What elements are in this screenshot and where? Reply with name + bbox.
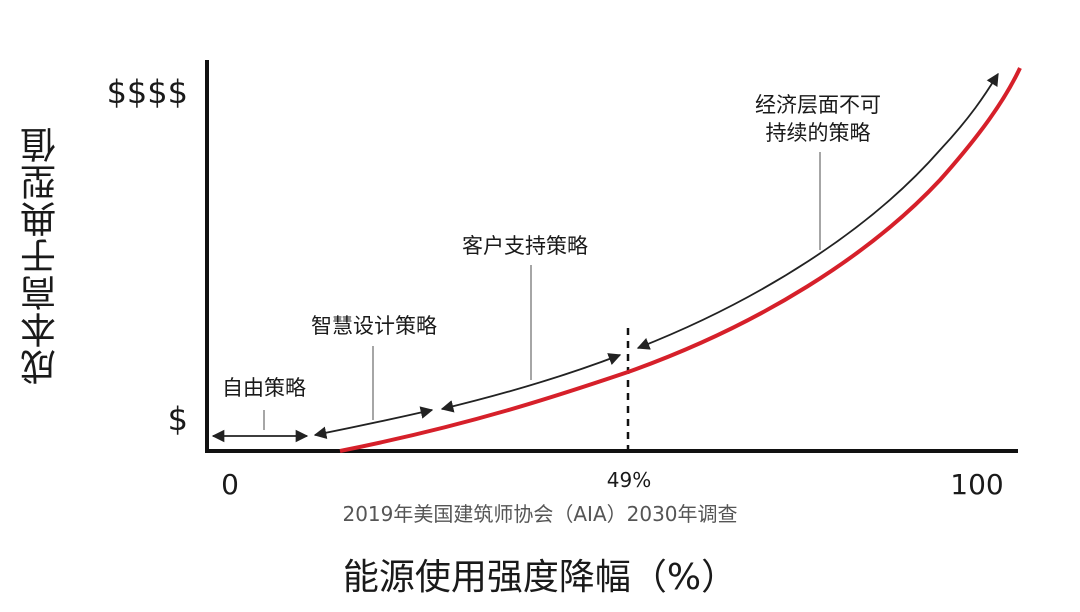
y-tick-low: $ xyxy=(168,400,188,438)
x-tick-100: 100 xyxy=(950,468,1003,501)
source-note: 2019年美国建筑师协会（AIA）2030年调查 xyxy=(342,502,738,526)
arrow-smart-design xyxy=(313,406,434,439)
cost-curve xyxy=(339,67,1022,453)
arrow-client-support xyxy=(440,353,622,413)
arrow-uneconomic xyxy=(636,72,999,350)
y-axis-title: 成本高于典型值 xyxy=(21,125,62,385)
label-free-strategy: 自由策略 xyxy=(222,376,306,400)
x-tick-49: 49% xyxy=(607,468,651,492)
label-uneconomic-line2: 持续的策略 xyxy=(766,121,871,145)
label-smart-design: 智慧设计策略 xyxy=(311,314,437,338)
y-tick-high: $$$$ xyxy=(107,73,188,111)
label-client-support: 客户支持策略 xyxy=(462,234,588,258)
x-tick-zero: 0 xyxy=(221,468,239,501)
label-uneconomic-line1: 经济层面不可 xyxy=(755,93,881,117)
x-axis-title: 能源使用强度降幅（%） xyxy=(342,557,738,598)
y-axis-title-wrap: 成本高于典型值 xyxy=(14,110,70,400)
